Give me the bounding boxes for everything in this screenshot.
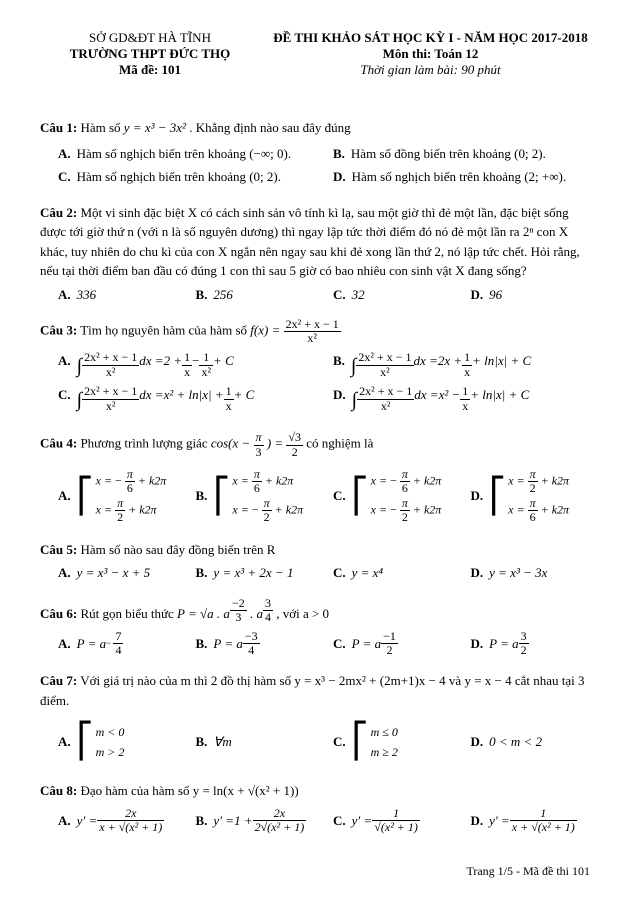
- q2-opt-a: A.336: [40, 285, 178, 305]
- bracket-icon: ⎡: [352, 471, 369, 522]
- q3-text: Tìm họ nguyên hàm của hàm số: [80, 323, 250, 338]
- question-4: Câu 4: Phương trình lượng giác cos(x − π…: [40, 431, 590, 525]
- q1-opt-c: C.Hàm số nghịch biến trên khoảng (0; 2).: [40, 165, 315, 189]
- q2-opt-c: C.32: [315, 285, 453, 305]
- exam-time: Thời gian làm bài: 90 phút: [271, 62, 590, 78]
- q3-opt-b: B. ∫ 2x² + x − 1x² dx = 2x + 1x + ln|x| …: [315, 349, 590, 383]
- subject: Môn thi: Toán 12: [271, 46, 590, 62]
- q3-opt-d: D. ∫ 2x² + x − 1x² dx = x² − 1x + ln|x| …: [315, 383, 590, 417]
- dept: SỞ GD&ĐT HÀ TĨNH: [40, 30, 260, 46]
- q3-opt-c: C. ∫ 2x² + x − 1x² dx = x² + ln|x| + 1x …: [40, 383, 315, 417]
- q5-opt-b: B.y = x³ + 2x − 1: [178, 563, 316, 583]
- bracket-icon: ⎡: [352, 716, 369, 767]
- q6-label: Câu 6:: [40, 606, 77, 621]
- q4-opt-b: B. ⎡ x = π6 + k2π x = − π2 + k2π: [178, 467, 316, 526]
- q7-opt-c: C. ⎡ m ≤ 0m ≥ 2: [315, 716, 453, 767]
- q1-opt-d: D.Hàm số nghịch biến trên khoảng (2; +∞)…: [315, 165, 590, 189]
- q4-label: Câu 4:: [40, 436, 77, 451]
- q7-opt-d: D.0 < m < 2: [453, 716, 591, 767]
- exam-title: ĐỀ THI KHẢO SÁT HỌC KỲ I - NĂM HỌC 2017-…: [271, 30, 590, 46]
- page-footer: Trang 1/5 - Mã đề thi 101: [40, 864, 590, 879]
- q8-opt-c: C.y′ = 1√(x² + 1): [315, 807, 453, 834]
- q1-label: Câu 1:: [40, 120, 77, 135]
- bracket-icon: ⎡: [489, 471, 506, 522]
- q2-text: Một vi sinh đặc biệt X có cách sinh sản …: [40, 205, 580, 279]
- q1-text2: . Khẳng định nào sau đây đúng: [189, 120, 350, 135]
- q8-opt-b: B.y′ = 1 + 2x2√(x² + 1): [178, 807, 316, 834]
- q3-opt-a: A. ∫ 2x² + x − 1x² dx = 2 + 1x − 1x² + C: [40, 349, 315, 383]
- q8-text: Đạo hàm của hàm số y = ln(x + √(x² + 1)): [80, 783, 298, 798]
- q6-opt-b: B.P = a−34: [178, 630, 316, 657]
- question-8: Câu 8: Đạo hàm của hàm số y = ln(x + √(x…: [40, 781, 590, 834]
- q4-opt-c: C. ⎡ x = − π6 + k2π x = − π2 + k2π: [315, 467, 453, 526]
- q4-opt-d: D. ⎡ x = π2 + k2π x = π6 + k2π: [453, 467, 591, 526]
- q5-opt-d: D.y = x³ − 3x: [453, 563, 591, 583]
- q8-opt-a: A.y′ = 2xx + √(x² + 1): [40, 807, 178, 834]
- q5-label: Câu 5:: [40, 542, 77, 557]
- school: TRƯỜNG THPT ĐỨC THỌ: [40, 46, 260, 62]
- exam-code: Mã đề: 101: [40, 62, 260, 78]
- q5-opt-a: A.y = x³ − x + 5: [40, 563, 178, 583]
- q5-text: Hàm số nào sau đây đồng biến trên R: [80, 542, 275, 557]
- q7-opt-a: A. ⎡ m < 0m > 2: [40, 716, 178, 767]
- q7-label: Câu 7:: [40, 673, 77, 688]
- q8-opt-d: D.y′ = 1x + √(x² + 1): [453, 807, 591, 834]
- q5-opt-c: C.y = x⁴: [315, 563, 453, 583]
- q2-opt-d: D.96: [453, 285, 591, 305]
- bracket-icon: ⎡: [77, 716, 94, 767]
- q1-formula: y = x³ − 3x²: [124, 120, 186, 135]
- q4-text: Phương trình lượng giác: [80, 436, 210, 451]
- bracket-icon: ⎡: [213, 471, 230, 522]
- q6-text: Rút gọn biểu thức: [80, 606, 177, 621]
- q6-opt-d: D.P = a32: [453, 630, 591, 657]
- q3-label: Câu 3:: [40, 323, 77, 338]
- q7-text: Với giá trị nào của m thì 2 đồ thị hàm s…: [40, 673, 585, 708]
- q4-opt-a: A. ⎡ x = − π6 + k2π x = π2 + k2π: [40, 467, 178, 526]
- question-6: Câu 6: Rút gọn biểu thức P = √a . a−23 .…: [40, 597, 590, 658]
- q2-opt-b: B.256: [178, 285, 316, 305]
- q1-opt-b: B.Hàm số đồng biến trên khoảng (0; 2).: [315, 142, 590, 166]
- q3-fraction: 2x² + x − 1x²: [284, 318, 341, 345]
- q1-opt-a: A.Hàm số nghịch biến trên khoảng (−∞; 0)…: [40, 142, 315, 166]
- q6-opt-a: A.P = a− 74: [40, 630, 178, 657]
- q7-opt-b: B.∀m: [178, 716, 316, 767]
- question-5: Câu 5: Hàm số nào sau đây đồng biến trên…: [40, 540, 590, 583]
- q6-opt-c: C.P = a−12: [315, 630, 453, 657]
- bracket-icon: ⎡: [77, 471, 94, 522]
- q8-label: Câu 8:: [40, 783, 77, 798]
- question-1: Câu 1: Hàm số y = x³ − 3x² . Khẳng định …: [40, 118, 590, 189]
- question-3: Câu 3: Tìm họ nguyên hàm của hàm số f(x)…: [40, 318, 590, 417]
- q2-label: Câu 2:: [40, 205, 77, 220]
- question-2: Câu 2: Một vi sinh đặc biệt X có cách si…: [40, 203, 590, 305]
- exam-header: SỞ GD&ĐT HÀ TĨNH ĐỀ THI KHẢO SÁT HỌC KỲ …: [40, 30, 590, 78]
- question-7: Câu 7: Với giá trị nào của m thì 2 đồ th…: [40, 671, 590, 767]
- q1-text: Hàm số: [80, 120, 123, 135]
